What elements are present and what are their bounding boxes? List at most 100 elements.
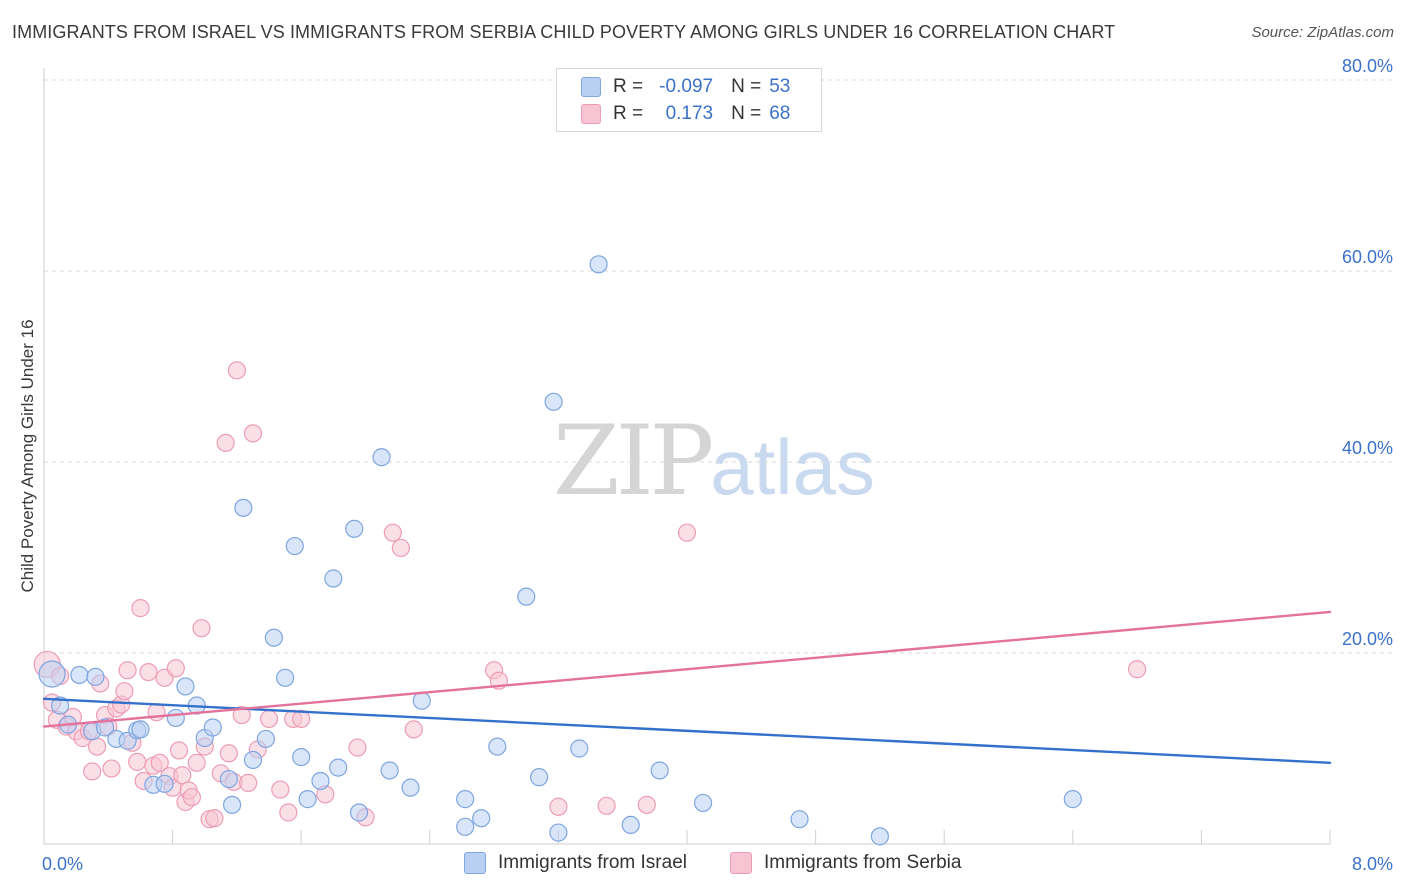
serbia-swatch [581, 104, 601, 124]
serbia-r-value: 0.173 [665, 103, 714, 124]
point-israel [324, 569, 343, 588]
point-israel [276, 668, 295, 687]
point-israel [86, 667, 105, 686]
point-serbia [166, 659, 185, 678]
israel-r-value: -0.097 [659, 76, 714, 97]
point-israel [234, 498, 253, 517]
point-serbia [169, 741, 189, 760]
serbia-legend-swatch [730, 852, 752, 874]
grid-lines [44, 79, 1394, 654]
israel-r-label: R = [613, 76, 644, 97]
point-serbia [549, 797, 568, 816]
point-israel [456, 817, 475, 836]
correlation-legend: R = -0.097 N = 53 R = 0.173 N = 68 [556, 68, 822, 132]
point-israel [621, 815, 640, 835]
point-israel [285, 536, 304, 556]
point-serbia [259, 709, 279, 728]
axes [43, 68, 1331, 845]
point-serbia [83, 762, 102, 781]
point-serbia [219, 744, 238, 763]
point-serbia [192, 619, 211, 638]
series-legend: Immigrants from Israel Immigrants from S… [0, 852, 1406, 878]
point-israel [544, 392, 563, 411]
point-serbia [87, 737, 107, 756]
point-israel [870, 827, 890, 846]
legend-row-israel: R = -0.097 N = 53 [581, 75, 790, 99]
point-serbia [128, 752, 147, 771]
point-israel [589, 255, 608, 274]
source-credit: Source: ZipAtlas.com [1251, 24, 1394, 41]
point-israel [1063, 790, 1082, 809]
serbia-n-value: 68 [769, 103, 791, 124]
point-israel [517, 587, 536, 606]
chart-title: IMMIGRANTS FROM ISRAEL VS IMMIGRANTS FRO… [12, 22, 1116, 42]
point-serbia [292, 709, 311, 728]
israel-legend-label: Immigrants from Israel [498, 852, 687, 873]
trend-lines [42, 610, 1332, 765]
point-serbia [677, 523, 697, 542]
y-tick-label-20: 20.0% [1342, 629, 1393, 649]
point-israel [488, 737, 507, 756]
point-israel [345, 519, 364, 538]
point-serbia [348, 738, 367, 757]
point-serbia [383, 523, 402, 542]
point-serbia [150, 753, 169, 772]
point-serbia [597, 796, 616, 815]
point-israel [311, 771, 330, 791]
point-israel [412, 691, 431, 710]
point-israel [456, 790, 475, 809]
trend-line-serbia [42, 610, 1332, 728]
tick-labels: 20.0% 40.0% 60.0% 80.0% 0.0% 8.0% [42, 56, 1393, 874]
legend-item-israel[interactable]: Immigrants from Israel [464, 852, 687, 874]
point-israel [530, 768, 549, 787]
point-israel [131, 720, 150, 739]
serbia-r-label: R = [613, 103, 644, 124]
point-israel [222, 795, 242, 814]
point-israel [298, 790, 317, 809]
watermark: ZIPatlas [553, 405, 875, 517]
point-israel [219, 769, 238, 789]
point-israel [401, 778, 420, 797]
point-israel [472, 809, 491, 828]
point-israel [650, 761, 669, 780]
point-serbia [187, 753, 206, 772]
point-israel [570, 739, 589, 758]
point-serbia [391, 538, 410, 558]
point-serbia [227, 361, 246, 380]
point-serbia [139, 662, 158, 682]
point-serbia [102, 759, 121, 778]
point-israel [372, 448, 391, 467]
israel-n-value: 53 [769, 76, 791, 97]
point-serbia [271, 780, 290, 799]
point-israel [349, 803, 369, 822]
point-serbia [205, 809, 224, 828]
point-israel [292, 747, 311, 767]
point-serbia [118, 661, 137, 680]
point-israel [790, 810, 809, 829]
legend-item-serbia[interactable]: Immigrants from Serbia [730, 852, 961, 874]
point-israel [95, 718, 115, 737]
point-israel [70, 665, 89, 685]
watermark-zip: ZIP [553, 405, 714, 517]
point-israel [380, 761, 399, 780]
point-serbia [279, 803, 298, 822]
y-tick-label-80: 80.0% [1342, 56, 1393, 76]
point-serbia [115, 682, 134, 701]
point-serbia [1127, 660, 1147, 679]
serbia-legend-label: Immigrants from Serbia [764, 852, 962, 873]
point-serbia [404, 720, 423, 739]
point-serbia [239, 773, 258, 792]
point-israel [329, 758, 348, 777]
israel-n-label: N = [731, 76, 762, 97]
y-tick-label-60: 60.0% [1342, 247, 1393, 267]
point-serbia [182, 788, 201, 807]
x-tick-label-left: 0.0% [42, 854, 83, 874]
point-serbia [637, 795, 656, 814]
serbia-n-label: N = [731, 103, 762, 124]
x-tick-label-right: 8.0% [1352, 854, 1393, 874]
point-israel [264, 628, 283, 647]
point-serbia [173, 766, 192, 785]
point-israel [203, 718, 222, 737]
point-israel [166, 708, 185, 728]
point-israel [176, 677, 195, 696]
